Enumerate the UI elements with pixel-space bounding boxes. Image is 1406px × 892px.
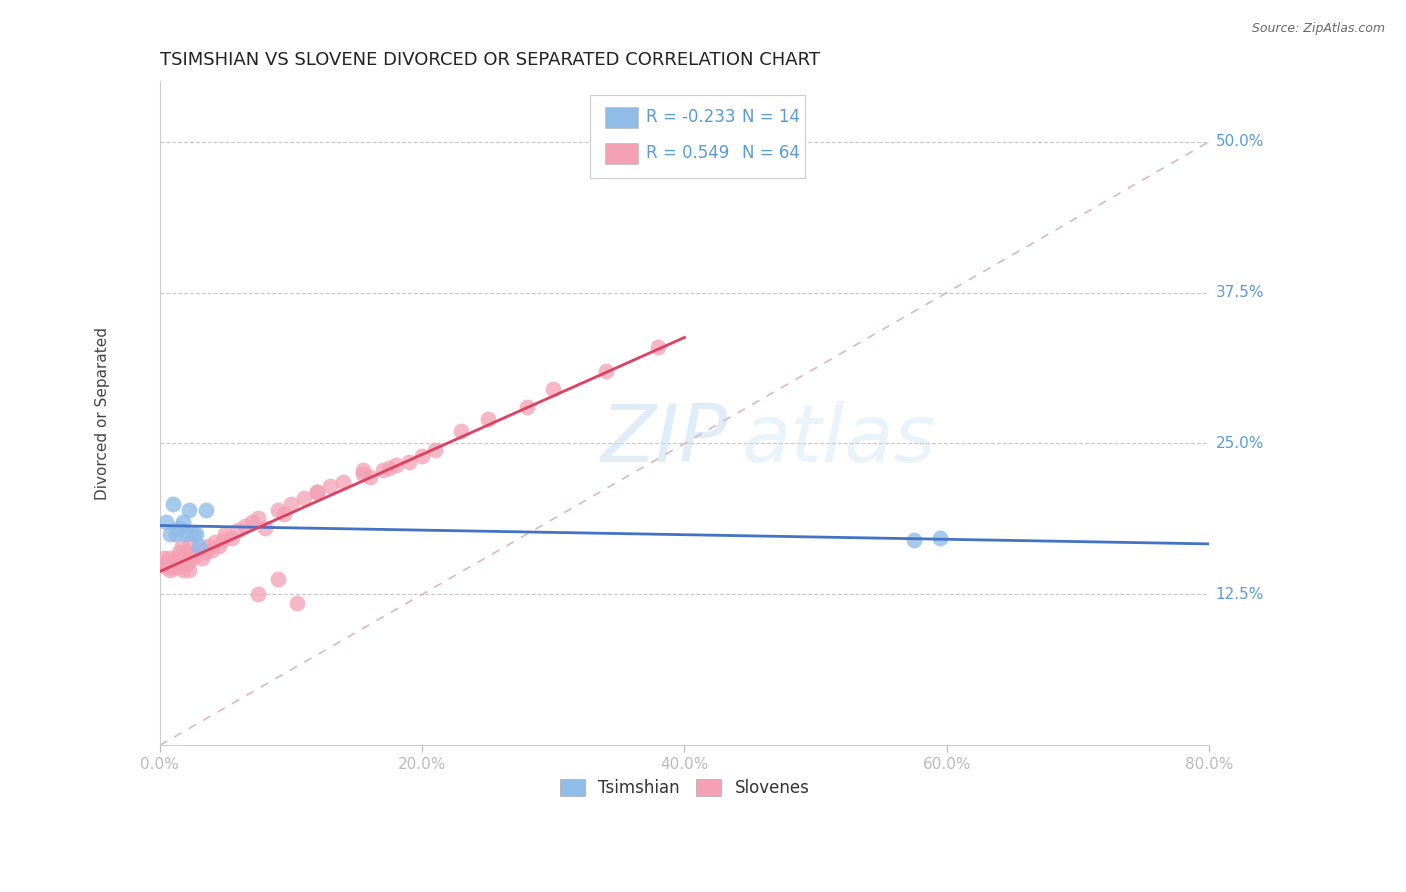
Point	[179, 535, 201, 549]
Point	[208, 539, 231, 553]
Point	[174, 527, 197, 541]
Point	[160, 558, 183, 572]
Point	[267, 503, 290, 517]
Point	[162, 559, 184, 574]
Text: 50.0%: 50.0%	[1216, 134, 1264, 149]
Text: N = 64: N = 64	[742, 144, 800, 162]
Point	[184, 548, 207, 562]
Point	[378, 460, 401, 475]
Point	[169, 545, 191, 559]
Point	[177, 563, 200, 577]
Text: atlas: atlas	[742, 401, 936, 479]
Point	[152, 551, 174, 566]
Point	[411, 449, 433, 463]
Point	[204, 535, 226, 549]
Point	[194, 503, 217, 517]
Point	[595, 364, 617, 378]
Point	[543, 382, 565, 396]
Point	[159, 563, 181, 577]
Point	[155, 559, 177, 574]
Point	[177, 503, 200, 517]
Point	[647, 340, 669, 354]
Point	[273, 507, 295, 521]
Point	[172, 563, 194, 577]
Point	[165, 527, 187, 541]
Point	[172, 515, 194, 529]
Point	[371, 463, 394, 477]
Point	[287, 596, 309, 610]
Point	[173, 551, 195, 566]
Point	[190, 551, 212, 566]
Point	[267, 572, 290, 586]
Text: N = 14: N = 14	[742, 108, 800, 126]
Point	[240, 515, 263, 529]
Legend: Tsimshian, Slovenes: Tsimshian, Slovenes	[553, 772, 815, 804]
Point	[425, 442, 447, 457]
Point	[211, 533, 233, 547]
Point	[169, 521, 191, 535]
Point	[156, 555, 179, 569]
Point	[332, 475, 354, 490]
Point	[319, 479, 342, 493]
Point	[162, 497, 184, 511]
Point	[929, 531, 952, 545]
Point	[253, 521, 276, 535]
Point	[165, 551, 187, 566]
Point	[181, 551, 204, 566]
Point	[398, 454, 420, 468]
Point	[188, 542, 211, 557]
Point	[292, 491, 315, 505]
Point	[197, 539, 219, 553]
Point	[247, 511, 270, 525]
Point	[170, 539, 193, 553]
Point	[170, 551, 193, 566]
Point	[194, 545, 217, 559]
Point	[214, 527, 236, 541]
Point	[201, 542, 224, 557]
Point	[155, 515, 177, 529]
Point	[247, 587, 270, 601]
Point	[167, 558, 190, 572]
FancyBboxPatch shape	[605, 143, 638, 164]
Point	[186, 527, 208, 541]
Text: ZIP: ZIP	[600, 401, 728, 479]
FancyBboxPatch shape	[591, 95, 806, 178]
Text: 25.0%: 25.0%	[1216, 436, 1264, 451]
Text: R = -0.233: R = -0.233	[645, 108, 735, 126]
Text: 12.5%: 12.5%	[1216, 587, 1264, 602]
Text: Divorced or Separated: Divorced or Separated	[94, 326, 110, 500]
Point	[188, 539, 211, 553]
Text: Source: ZipAtlas.com: Source: ZipAtlas.com	[1251, 22, 1385, 36]
Point	[163, 555, 186, 569]
Text: TSIMSHIAN VS SLOVENE DIVORCED OR SEPARATED CORRELATION CHART: TSIMSHIAN VS SLOVENE DIVORCED OR SEPARAT…	[160, 51, 820, 69]
Point	[280, 497, 302, 511]
Point	[516, 401, 538, 415]
Point	[307, 484, 329, 499]
Point	[352, 463, 374, 477]
Text: 37.5%: 37.5%	[1216, 285, 1264, 300]
Point	[352, 467, 374, 481]
Point	[166, 559, 188, 574]
Point	[159, 527, 181, 541]
Point	[176, 558, 198, 572]
Point	[157, 551, 180, 566]
Point	[477, 412, 499, 426]
Point	[359, 470, 381, 484]
Point	[153, 558, 176, 572]
Point	[221, 531, 243, 545]
Point	[450, 425, 472, 439]
Point	[903, 533, 925, 547]
Point	[181, 527, 204, 541]
FancyBboxPatch shape	[605, 106, 638, 128]
Point	[233, 518, 256, 533]
Point	[174, 545, 197, 559]
Text: R = 0.549: R = 0.549	[645, 144, 728, 162]
Point	[228, 524, 250, 538]
Point	[307, 484, 329, 499]
Point	[385, 458, 408, 473]
